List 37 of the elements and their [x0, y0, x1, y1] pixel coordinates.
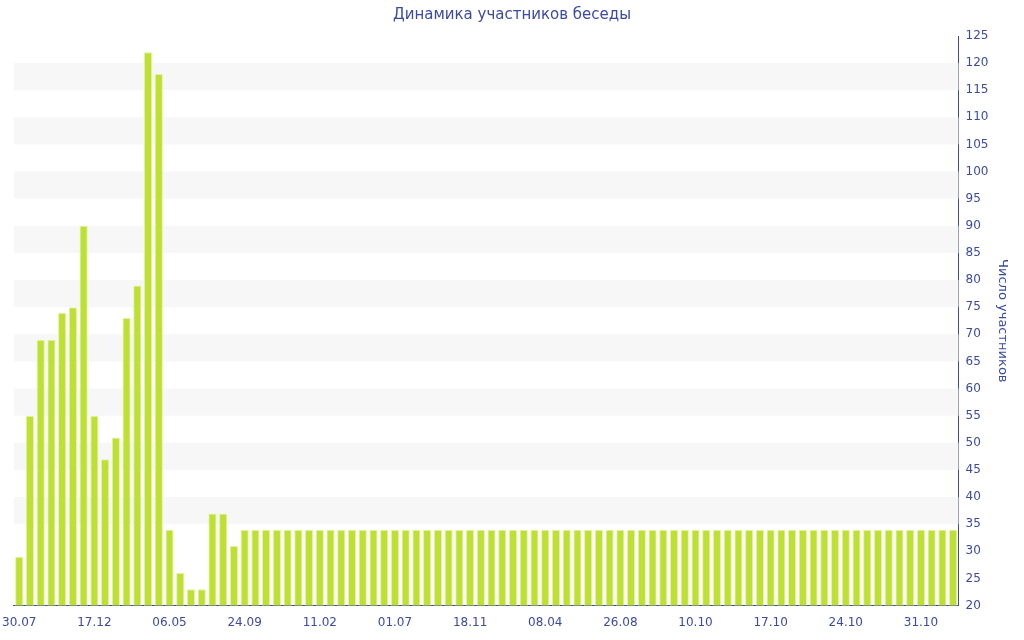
x-tick-label: 08.04	[528, 614, 563, 629]
x-tick-label: 24.10	[828, 614, 863, 629]
chart-title: Динамика участников беседы	[392, 4, 632, 23]
y-tick-label: 125	[965, 28, 989, 43]
y-tick-label: 95	[965, 190, 981, 205]
y-tick-label: 70	[965, 326, 981, 341]
y-tick-label: 120	[965, 55, 989, 70]
y-tick-label: 75	[965, 299, 981, 314]
x-tick-label: 26.08	[603, 614, 638, 629]
x-tick-label: 17.12	[77, 614, 112, 629]
x-tick-label: 01.07	[377, 614, 413, 629]
x-tick-label: 06.05	[152, 614, 187, 629]
y-tick-label: 55	[965, 407, 981, 422]
y-tick-label: 85	[965, 245, 981, 260]
x-tick-label: 10.10	[678, 614, 713, 629]
y-tick-label: 25	[965, 570, 981, 585]
y-tick-label: 115	[965, 82, 989, 97]
x-tick-label: 24.09	[227, 614, 262, 629]
x-tick-label: 30.07	[2, 614, 37, 629]
y-tick-label: 90	[965, 217, 981, 232]
y-axis-title: Число участников	[995, 259, 1011, 383]
x-tick-label: 18.11	[452, 614, 488, 629]
y-tick-label: 50	[965, 434, 981, 449]
y-tick-label: 45	[965, 462, 981, 477]
y-tick-label: 65	[965, 353, 981, 368]
y-tick-label: 30	[965, 543, 981, 558]
y-tick-label: 80	[965, 272, 981, 287]
x-tick-label: 17.10	[753, 614, 788, 629]
y-tick-label: 20	[965, 597, 981, 612]
y-tick-label: 40	[965, 489, 981, 504]
x-tick-label: 31.10	[903, 614, 939, 629]
y-tick-label: 110	[965, 109, 989, 124]
x-tick-label: 11.02	[302, 614, 337, 629]
y-tick-label: 100	[965, 163, 989, 178]
y-tick-label: 105	[965, 136, 989, 151]
y-tick-label: 60	[965, 380, 981, 395]
y-tick-label: 35	[965, 516, 981, 531]
